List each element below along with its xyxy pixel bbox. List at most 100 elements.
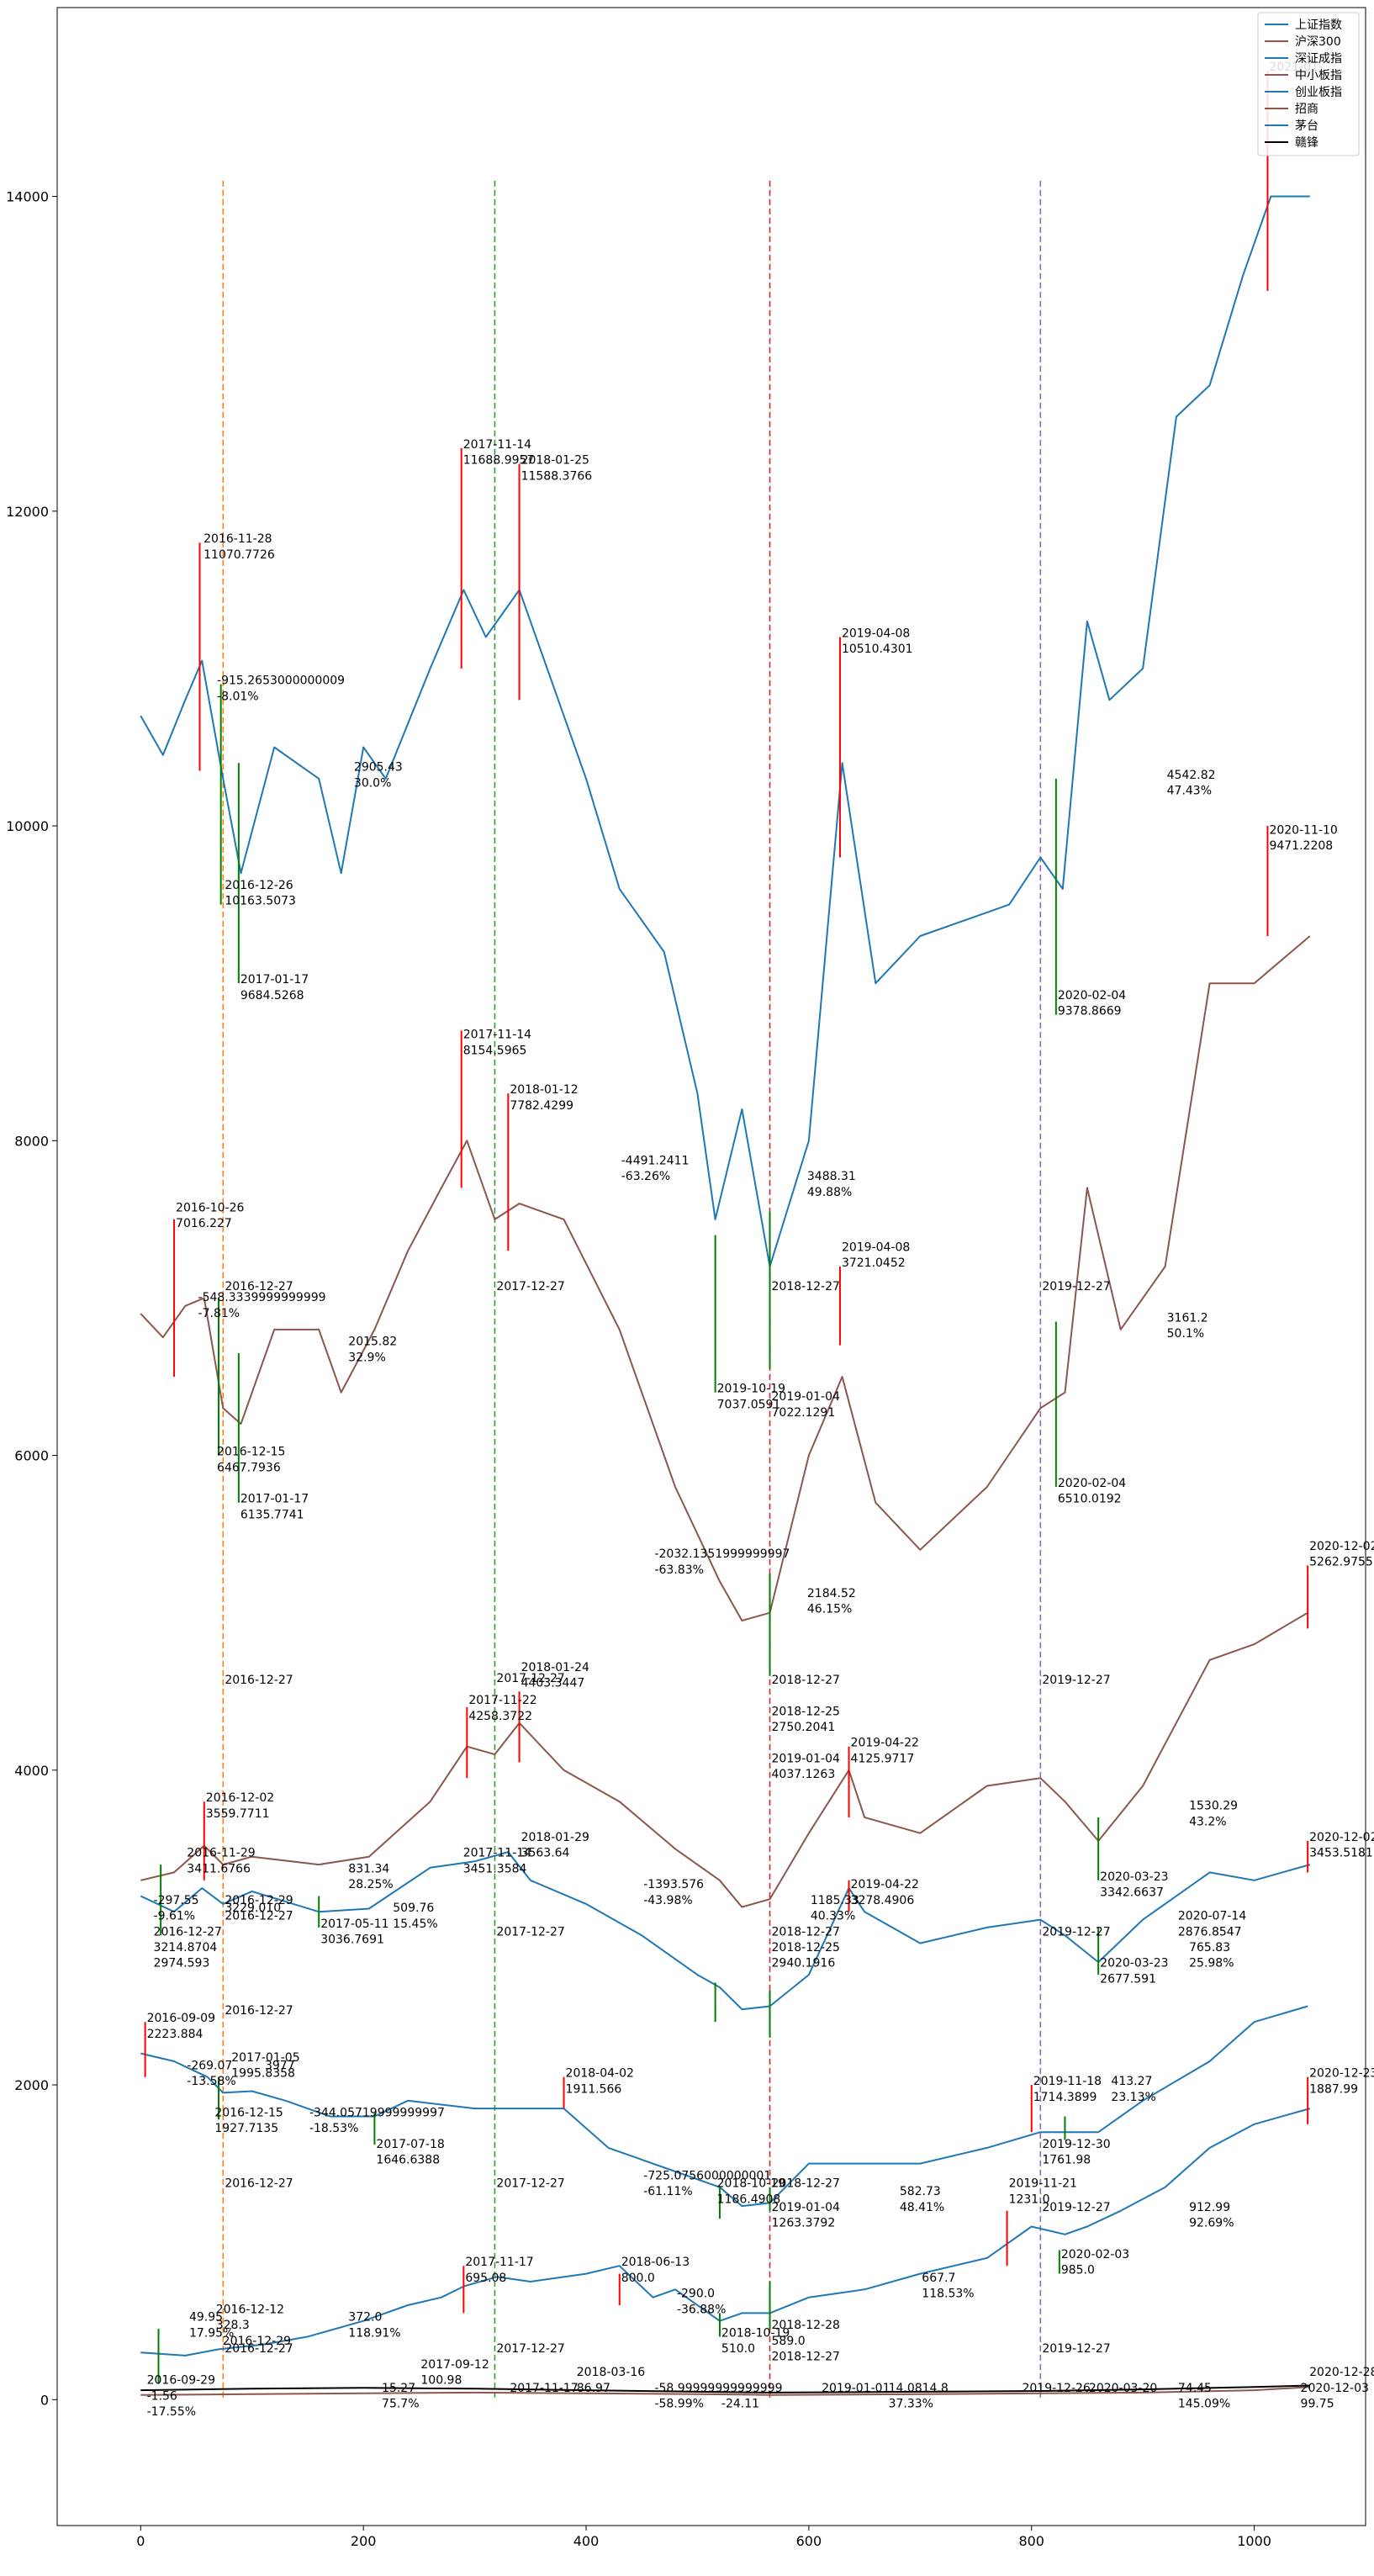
plot-frame xyxy=(56,7,1366,2526)
annotation-label-186: -1.56 xyxy=(147,2389,177,2403)
annotation-label-112: 1530.29 xyxy=(1189,1800,1238,1813)
annotation-label-40: -63.26% xyxy=(621,1170,670,1183)
annotation-label-79: 2016-11-29 xyxy=(187,1847,255,1860)
annotation-label-20: 2020-11-10 xyxy=(1269,823,1337,837)
annotation-label-8: 2905.43 xyxy=(354,761,403,775)
annotation-label-66: 2017-11-22 xyxy=(468,1694,536,1707)
annotation-label-36: 2018-01-12 xyxy=(510,1083,578,1097)
annotation-label-92: 3036.7691 xyxy=(320,1933,384,1947)
annotation-label-182: 2016-12-29 xyxy=(223,2335,291,2348)
annotation-label-72: 2750.2041 xyxy=(772,1721,836,1734)
annotation-label-34: 2017-11-14 xyxy=(463,1029,531,1042)
annotation-label-163: 695.08 xyxy=(465,2272,506,2285)
annotation-label-0: 2016-11-28 xyxy=(203,532,272,546)
annotation-label-124: -13.58% xyxy=(187,2075,235,2088)
annotation-label-111: 3342.6637 xyxy=(1100,1886,1164,1900)
annotation-label-16: 2020-02-04 xyxy=(1058,989,1126,1002)
annotation-label-207: 75.7% xyxy=(382,2398,419,2411)
annotation-label-116: 765.83 xyxy=(1189,1941,1230,1954)
annotation-label-203: 2020-12-28 xyxy=(1309,2366,1374,2379)
annotation-label-14: 2019-04-08 xyxy=(842,627,910,641)
annotation-label-76: 4125.9717 xyxy=(851,1752,915,1765)
annotation-label-103: 1185.33 xyxy=(811,1894,859,1907)
annotation-label-84: 3214.8704 xyxy=(154,1941,218,1954)
annotation-label-119: 3453.5181 xyxy=(1309,1847,1373,1860)
annotation-label-9: 30.0% xyxy=(354,776,391,790)
annotation-label-151: 413.27 xyxy=(1111,2075,1152,2088)
annotation-label-11: 11688.9957 xyxy=(463,454,535,468)
annotation-label-172: 2018-12-27 xyxy=(772,2351,840,2364)
annotation-label-195: -24.11 xyxy=(721,2398,759,2411)
annotation-label-29: 6467.7936 xyxy=(217,1461,281,1474)
legend-box xyxy=(1257,12,1360,156)
annotation-label-184: 118.91% xyxy=(348,2326,400,2340)
annotation-label-81: -297.55 xyxy=(154,1894,199,1907)
annotation-label-51: 2020-02-04 xyxy=(1058,1477,1126,1490)
annotation-label-129: 1927.7135 xyxy=(214,2122,278,2135)
annotation-label-199: 2019-12-26 xyxy=(1022,2382,1090,2395)
annotation-label-61: 46.15% xyxy=(807,1603,852,1616)
annotation-label-177: 2019-12-27 xyxy=(1042,2342,1110,2356)
annotation-label-35: 8154.5965 xyxy=(463,1044,527,1057)
annotation-label-146: 48.41% xyxy=(900,2201,944,2214)
annotation-label-108: 2020-03-23 xyxy=(1100,1957,1168,1970)
legend-label-3: 中小板指 xyxy=(1295,69,1342,82)
annotation-label-77: 2018-01-29 xyxy=(521,1831,589,1844)
annotation-label-126: 1995.8358 xyxy=(231,2067,295,2081)
annotation-label-196: 2019-01-01 xyxy=(822,2382,890,2395)
annotation-label-170: 2018-12-28 xyxy=(772,2319,840,2332)
annotation-label-19: 47.43% xyxy=(1167,785,1212,798)
annotation-label-120: 2016-12-27 xyxy=(225,2004,293,2018)
annotation-label-192: 86.97 xyxy=(577,2382,610,2395)
series-line-6 xyxy=(140,2108,1311,2356)
annotation-label-64: 2020-12-02 xyxy=(1309,1540,1374,1553)
annotation-label-104: 40.33% xyxy=(811,1910,855,1923)
annotation-label-158: 2020-02-03 xyxy=(1061,2248,1129,2261)
annotation-label-42: 7037.0591 xyxy=(717,1398,781,1411)
annotation-label-118: 2020-12-02 xyxy=(1309,1831,1374,1844)
annotation-label-174: 118.53% xyxy=(922,2288,974,2301)
annotation-label-33: 32.9% xyxy=(348,1351,385,1364)
annotation-label-96: 3451.3584 xyxy=(463,1862,527,1875)
annotation-label-83: 2016-12-27 xyxy=(154,1925,222,1939)
annotation-label-37: 7782.4299 xyxy=(510,1099,573,1113)
annotation-label-187: -17.55% xyxy=(147,2405,196,2419)
annotation-label-136: 2018-04-02 xyxy=(566,2067,634,2081)
annotation-label-97: 2017-12-27 xyxy=(496,1925,564,1939)
annotation-label-149: 2019-12-30 xyxy=(1042,2138,1110,2151)
y-tick-label-2: 4000 xyxy=(14,1763,49,1779)
legend-label-0: 上证指数 xyxy=(1295,19,1342,32)
annotation-label-135: 2017-12-27 xyxy=(496,2177,564,2191)
annotation-label-197: 14.0814.8 xyxy=(889,2382,949,2395)
series-line-7 xyxy=(140,2384,1310,2394)
annotation-label-87: 2016-12-29 xyxy=(225,1894,293,1907)
annotation-label-128: 2016-12-15 xyxy=(214,2106,283,2119)
annotation-label-148: 1714.3899 xyxy=(1033,2091,1097,2104)
annotation-label-153: 2020-12-23 xyxy=(1309,2067,1374,2081)
annotation-label-39: -4491.2411 xyxy=(621,1154,690,1167)
series-line-0 xyxy=(140,1851,1311,2011)
annotation-label-141: 1186.4908 xyxy=(717,2193,781,2206)
annotation-label-159: 985.0 xyxy=(1061,2264,1095,2277)
annotation-label-205: 99.75 xyxy=(1301,2398,1334,2411)
annotation-label-173: 667.7 xyxy=(922,2272,955,2285)
annotation-label-121: 2016-09-09 xyxy=(147,2012,215,2025)
annotation-label-137: 1911.566 xyxy=(566,2082,622,2096)
annotation-label-18: 4542.82 xyxy=(1167,769,1216,782)
annotation-label-169: 510.0 xyxy=(721,2342,755,2356)
series-lines xyxy=(140,195,1311,2396)
annotation-label-17: 9378.8669 xyxy=(1058,1005,1122,1018)
annotation-label-82: -9.61% xyxy=(154,1910,196,1923)
annotation-label-88: 3229.010 xyxy=(225,1902,281,1915)
annotation-label-23: 2016-10-26 xyxy=(176,1202,244,1215)
series-line-4 xyxy=(140,2005,1308,2208)
y-tick-label-7: 14000 xyxy=(6,189,49,205)
x-axis-ticks: 0 200 400 600 800 1000 xyxy=(136,2526,1271,2549)
annotation-label-134: 2016-12-27 xyxy=(225,2177,293,2191)
annotation-label-125: 2017-01-05 xyxy=(231,2051,299,2065)
annotation-label-193: -58.99999999999999 xyxy=(654,2382,782,2395)
annotation-label-123: -269.07 xyxy=(187,2059,232,2072)
annotation-label-59: -63.83% xyxy=(654,1563,703,1577)
annotation-label-107: 2019-12-27 xyxy=(1042,1925,1110,1939)
